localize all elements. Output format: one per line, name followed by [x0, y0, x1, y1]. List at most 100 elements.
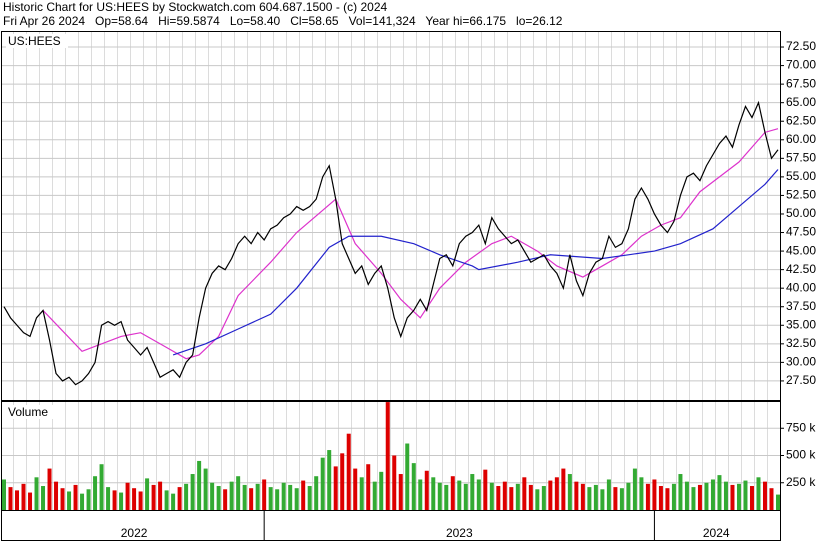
volume-bar — [431, 477, 436, 510]
volume-bar — [567, 474, 572, 510]
volume-bar — [645, 483, 650, 510]
volume-bar — [307, 486, 312, 510]
volume-bar — [671, 483, 676, 510]
y-tick-label: 70.00 — [786, 58, 816, 72]
volume-bar — [678, 474, 683, 510]
volume-bar — [106, 487, 111, 510]
volume-bar — [177, 487, 182, 510]
volume-bar — [340, 453, 345, 510]
moving-average — [172, 169, 779, 356]
volume-bar — [483, 469, 488, 510]
volume-bar — [457, 480, 462, 510]
volume-bar — [15, 490, 20, 510]
volume-bar — [281, 482, 286, 510]
price-panel — [1, 31, 781, 401]
volume-bar — [210, 482, 215, 510]
volume-bar — [164, 490, 169, 510]
volume-bar — [528, 484, 533, 510]
volume-bar — [522, 477, 527, 510]
volume-bar — [561, 468, 566, 510]
y-tick-label: 40.00 — [786, 280, 816, 294]
volume-bar — [301, 480, 306, 510]
volume-bar — [158, 481, 163, 510]
volume-bar — [268, 487, 273, 510]
volume-bar — [639, 477, 644, 510]
volume-bar — [769, 488, 774, 510]
y-tick-label: 35.00 — [786, 317, 816, 331]
volume-bar — [743, 480, 748, 510]
volume-bar — [509, 487, 514, 510]
volume-bar — [151, 484, 156, 510]
volume-bar — [203, 468, 208, 510]
volume-bar — [776, 494, 780, 510]
volume-bar — [658, 486, 663, 510]
y-tick-label: 250 k — [786, 475, 816, 489]
volume-bar — [171, 493, 176, 510]
volume-bar — [762, 481, 767, 510]
volume-bar — [262, 479, 267, 510]
volume-bar — [229, 481, 234, 510]
volume-bar — [99, 464, 104, 510]
volume-bar — [632, 468, 637, 510]
volume-bar — [223, 489, 228, 510]
volume-title-bg — [6, 405, 56, 419]
volume-bar — [294, 488, 299, 510]
volume-bar — [216, 486, 221, 510]
volume-bar — [125, 482, 130, 510]
volume-bar — [359, 477, 364, 510]
y-tick-label: 52.50 — [786, 188, 816, 202]
volume-bar — [60, 488, 65, 510]
volume-bar — [593, 484, 598, 510]
y-tick-label: 62.50 — [786, 113, 816, 127]
volume-bar — [236, 476, 241, 510]
y-tick-label: 60.00 — [786, 132, 816, 146]
y-tick-label: 500 k — [786, 448, 816, 462]
volume-bar — [535, 489, 540, 510]
chart-subtitle: Fri Apr 26 2024 Op=58.64 Hi=59.5874 Lo=5… — [3, 14, 563, 28]
volume-bar — [626, 482, 631, 510]
volume-bar — [93, 476, 98, 510]
volume-bar — [665, 488, 670, 510]
period-label: 2023 — [446, 526, 473, 540]
volume-bar — [476, 479, 481, 510]
y-tick-label: 55.00 — [786, 169, 816, 183]
volume-bar — [723, 481, 728, 510]
volume-bar — [21, 483, 26, 510]
y-tick-label: 50.00 — [786, 206, 816, 220]
volume-bar — [756, 477, 761, 510]
volume-bar — [366, 464, 371, 510]
volume-bar — [333, 466, 338, 510]
volume-bar — [346, 433, 351, 510]
volume-bar — [489, 482, 494, 510]
volume-bar — [73, 484, 78, 510]
volume-bar — [418, 479, 423, 510]
volume-bar — [606, 479, 611, 510]
marks — [2, 46, 780, 510]
volume-bar — [41, 486, 46, 510]
volume-bar — [587, 487, 592, 510]
volume-bar — [600, 489, 605, 510]
volume-bar — [574, 481, 579, 510]
volume-bar — [119, 492, 124, 510]
volume-bar — [463, 483, 468, 510]
volume-title: Volume — [8, 405, 48, 419]
volume-bar — [34, 477, 39, 510]
volume-bar — [736, 483, 741, 510]
price-panel-grid — [1, 31, 781, 401]
volume-bar — [398, 474, 403, 510]
y-tick-label: 67.50 — [786, 76, 816, 90]
volume-bar — [619, 488, 624, 510]
period-label: 2024 — [703, 526, 730, 540]
volume-bar — [470, 474, 475, 510]
volume-bar — [652, 479, 657, 510]
volume-bar — [190, 474, 195, 510]
volume-bar — [80, 493, 85, 510]
volume-bar — [450, 476, 455, 510]
volume-bar — [730, 484, 735, 510]
volume-bar — [314, 476, 319, 510]
y-tick-label: 47.50 — [786, 225, 816, 239]
volume-bar — [437, 482, 442, 510]
volume-bar — [496, 486, 501, 510]
y-tick-label: 65.00 — [786, 95, 816, 109]
